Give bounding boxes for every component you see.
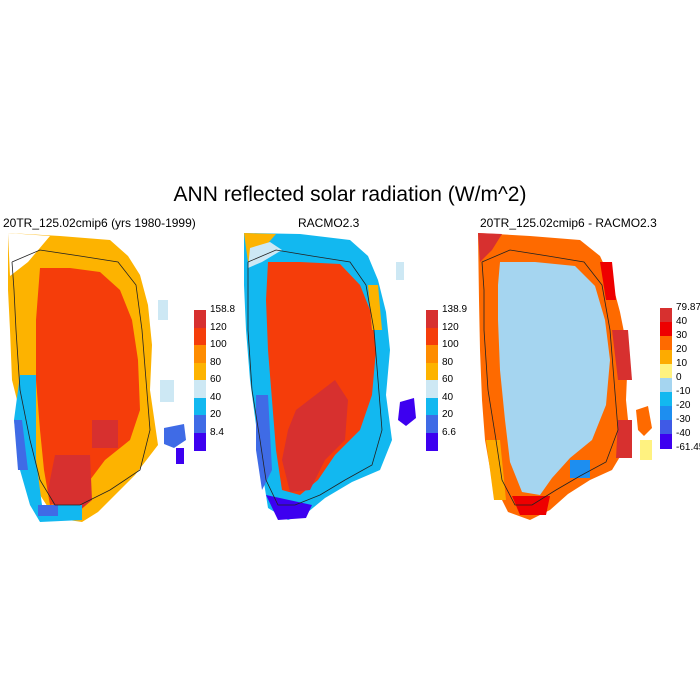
panel-title-racmo: RACMO2.3: [298, 216, 360, 230]
colorbar-swatch: [426, 415, 438, 433]
colorbar-label: 80: [210, 356, 222, 368]
greenland-map-difference: [478, 233, 652, 520]
colorbar-label: 100: [442, 339, 459, 350]
colorbar-swatch: [660, 392, 672, 407]
colorbar-swatch: [660, 322, 672, 337]
colorbar-swatch: [194, 415, 206, 433]
greenland-map-racmo: [244, 233, 416, 520]
colorbar-label: 20: [210, 409, 222, 420]
colorbar-label: 60: [210, 374, 222, 385]
colorbar-label: -30: [676, 414, 691, 425]
colorbar-swatch: [660, 406, 672, 421]
colorbar-swatch: [194, 310, 206, 328]
greenland-map-model: [8, 233, 186, 522]
colorbar-label: 120: [210, 321, 227, 333]
colorbar-label: 10: [676, 358, 688, 369]
colorbar-swatch: [426, 327, 438, 346]
colorbar-swatch: [194, 432, 206, 451]
colorbar-label: 40: [676, 316, 688, 327]
colorbar-label: -20: [676, 400, 691, 411]
colorbar-swatch: [426, 432, 438, 451]
colorbar-label: 0: [676, 372, 682, 383]
colorbar-swatch: [426, 310, 438, 328]
colorbar-label: 20: [442, 409, 454, 420]
colorbar-swatch: [194, 380, 206, 398]
colorbar-swatch: [194, 397, 206, 416]
colorbar-swatch: [660, 364, 672, 379]
colorbar-swatch: [660, 420, 672, 435]
colorbar-label: 138.9: [442, 304, 468, 315]
colorbar-label: 8.4: [210, 426, 224, 438]
colorbar-swatch: [426, 380, 438, 398]
colorbar-label: 79.87: [676, 302, 700, 313]
panel-title-difference: 20TR_125.02cmip6 - RACMO2.3: [480, 216, 657, 230]
colorbar-swatch: [660, 378, 672, 393]
panel-title-model: 20TR_125.02cmip6 (yrs 1980-1999): [3, 216, 196, 230]
colorbar-label: 100: [210, 339, 227, 350]
colorbar-swatch: [660, 308, 672, 323]
colorbar-label: 40: [210, 391, 222, 403]
colorbar-label: 120: [442, 321, 459, 333]
colorbar-swatch: [194, 362, 206, 381]
colorbar-label: 40: [442, 391, 454, 403]
colorbar-label: -40: [676, 428, 691, 439]
colorbar-label: -61.45: [676, 442, 700, 453]
colorbar-label: 6.6: [442, 426, 456, 438]
colorbar-label: -10: [676, 386, 691, 397]
colorbar-swatch: [660, 434, 672, 449]
colorbar-swatch: [426, 397, 438, 416]
colorbar-label: 30: [676, 330, 688, 341]
colorbar-label: 80: [442, 356, 454, 368]
colorbar-swatch: [660, 336, 672, 351]
colorbar-swatch: [426, 345, 438, 363]
colorbar-swatch: [660, 350, 672, 365]
colorbar-label: 60: [442, 374, 454, 385]
colorbar-swatch: [194, 327, 206, 346]
colorbar-label: 158.8: [210, 304, 236, 315]
figure-title: ANN reflected solar radiation (W/m^2): [173, 183, 527, 206]
colorbar-swatch: [194, 345, 206, 363]
colorbar-label: 20: [676, 344, 688, 355]
colorbar-swatch: [426, 362, 438, 381]
